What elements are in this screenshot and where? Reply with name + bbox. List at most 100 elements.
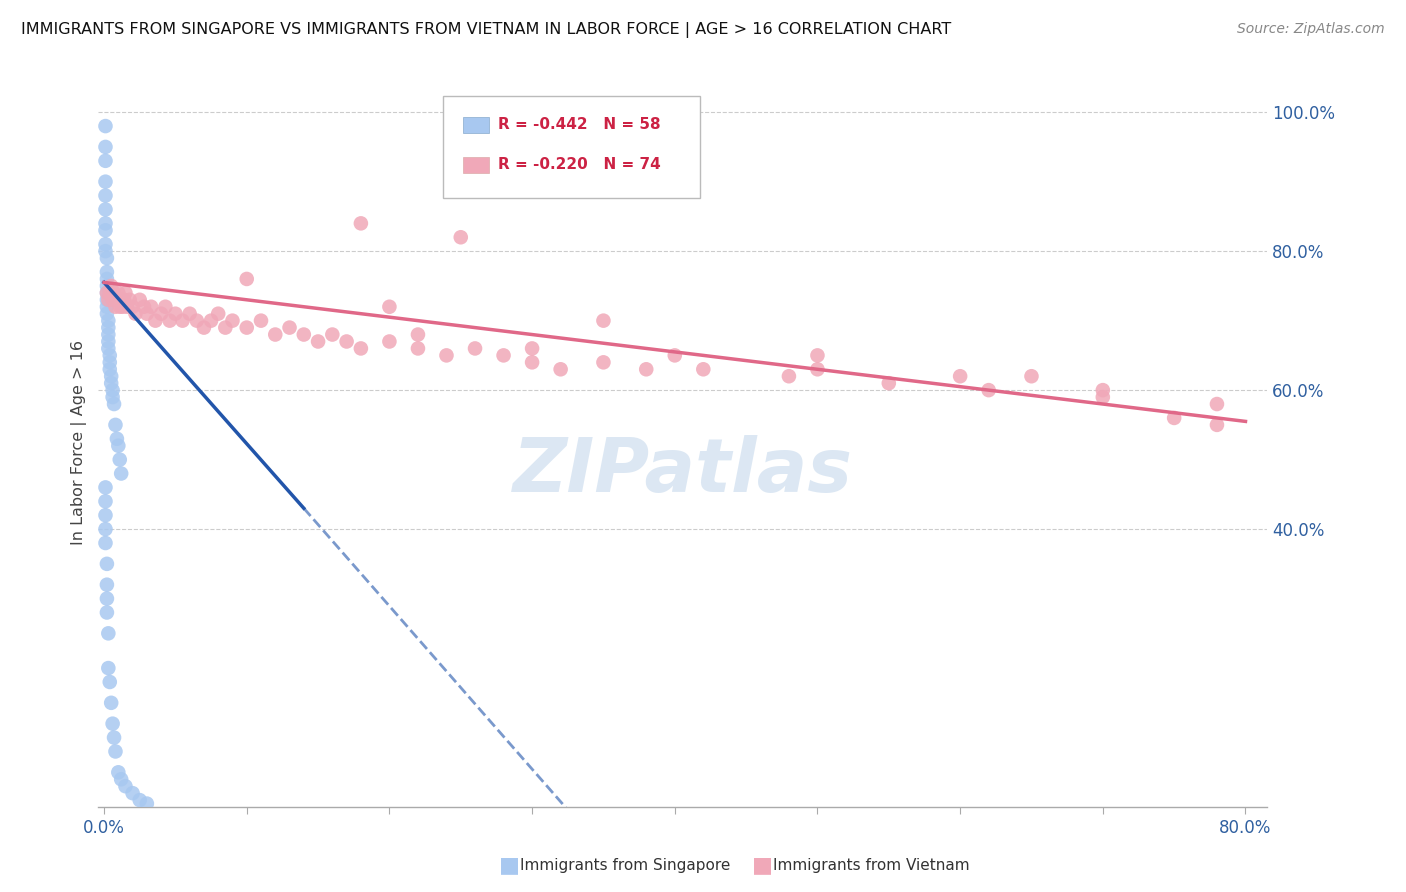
Text: Immigrants from Singapore: Immigrants from Singapore	[520, 858, 731, 872]
Point	[98, 675, 121, 690]
Point	[193, 320, 215, 334]
Point	[406, 327, 429, 342]
Text: R = -0.220   N = 74: R = -0.220 N = 74	[498, 158, 661, 172]
Bar	[463, 117, 489, 133]
Point	[104, 744, 127, 758]
Point	[98, 348, 121, 362]
Point	[664, 348, 686, 362]
Point	[96, 307, 118, 321]
Point	[111, 300, 134, 314]
Point	[139, 300, 162, 314]
Point	[101, 293, 124, 307]
Point	[94, 202, 117, 217]
Point	[96, 285, 118, 300]
Point	[96, 293, 118, 307]
FancyBboxPatch shape	[443, 95, 700, 198]
Point	[101, 390, 124, 404]
Point	[94, 244, 117, 259]
Point	[135, 797, 157, 811]
Point	[107, 285, 129, 300]
Point	[179, 307, 201, 321]
Point	[450, 230, 472, 244]
Text: R = -0.442   N = 58: R = -0.442 N = 58	[498, 118, 661, 132]
Point	[97, 661, 120, 675]
Point	[94, 216, 117, 230]
Point	[321, 327, 343, 342]
Point	[336, 334, 359, 349]
Point	[520, 355, 543, 369]
Point	[592, 313, 614, 327]
Point	[105, 293, 128, 307]
Point	[107, 765, 129, 780]
Point	[103, 397, 125, 411]
Point	[207, 307, 229, 321]
Point	[110, 772, 132, 787]
Point	[97, 293, 120, 307]
Point	[98, 362, 121, 376]
Point	[105, 432, 128, 446]
Text: ■: ■	[499, 855, 520, 875]
Point	[97, 320, 120, 334]
Point	[96, 300, 118, 314]
Point	[110, 467, 132, 481]
Point	[108, 452, 131, 467]
Point	[114, 285, 136, 300]
Point	[949, 369, 972, 384]
Point	[1206, 417, 1229, 432]
Point	[114, 779, 136, 793]
Point	[94, 536, 117, 550]
Point	[118, 293, 141, 307]
Point	[155, 300, 177, 314]
Bar	[463, 157, 489, 173]
Point	[96, 591, 118, 606]
Point	[135, 307, 157, 321]
Point	[94, 153, 117, 168]
Point	[94, 522, 117, 536]
Point	[1021, 369, 1043, 384]
Point	[159, 313, 181, 327]
Point	[96, 272, 118, 286]
Point	[132, 300, 155, 314]
Point	[98, 355, 121, 369]
Point	[406, 342, 429, 356]
Point	[97, 334, 120, 349]
Point	[592, 355, 614, 369]
Text: Source: ZipAtlas.com: Source: ZipAtlas.com	[1237, 22, 1385, 37]
Point	[94, 119, 117, 133]
Point	[94, 480, 117, 494]
Point	[94, 175, 117, 189]
Point	[307, 334, 329, 349]
Point	[806, 362, 828, 376]
Point	[520, 342, 543, 356]
Point	[100, 279, 122, 293]
Point	[103, 731, 125, 745]
Point	[235, 320, 257, 334]
Point	[94, 188, 117, 202]
Point	[172, 313, 194, 327]
Point	[96, 285, 118, 300]
Point	[100, 696, 122, 710]
Point	[292, 327, 315, 342]
Point	[186, 313, 208, 327]
Point	[1163, 411, 1185, 425]
Point	[94, 223, 117, 237]
Point	[278, 320, 301, 334]
Point	[112, 293, 135, 307]
Point	[101, 383, 124, 397]
Point	[94, 494, 117, 508]
Point	[378, 300, 401, 314]
Point	[150, 307, 173, 321]
Point	[436, 348, 458, 362]
Point	[124, 307, 146, 321]
Point	[104, 300, 127, 314]
Point	[1091, 383, 1114, 397]
Text: ZIPatlas: ZIPatlas	[513, 435, 852, 508]
Text: IMMIGRANTS FROM SINGAPORE VS IMMIGRANTS FROM VIETNAM IN LABOR FORCE | AGE > 16 C: IMMIGRANTS FROM SINGAPORE VS IMMIGRANTS …	[21, 22, 952, 38]
Text: ■: ■	[752, 855, 773, 875]
Text: Immigrants from Vietnam: Immigrants from Vietnam	[773, 858, 970, 872]
Point	[121, 300, 143, 314]
Point	[977, 383, 1000, 397]
Point	[235, 272, 257, 286]
Point	[96, 279, 118, 293]
Point	[350, 342, 373, 356]
